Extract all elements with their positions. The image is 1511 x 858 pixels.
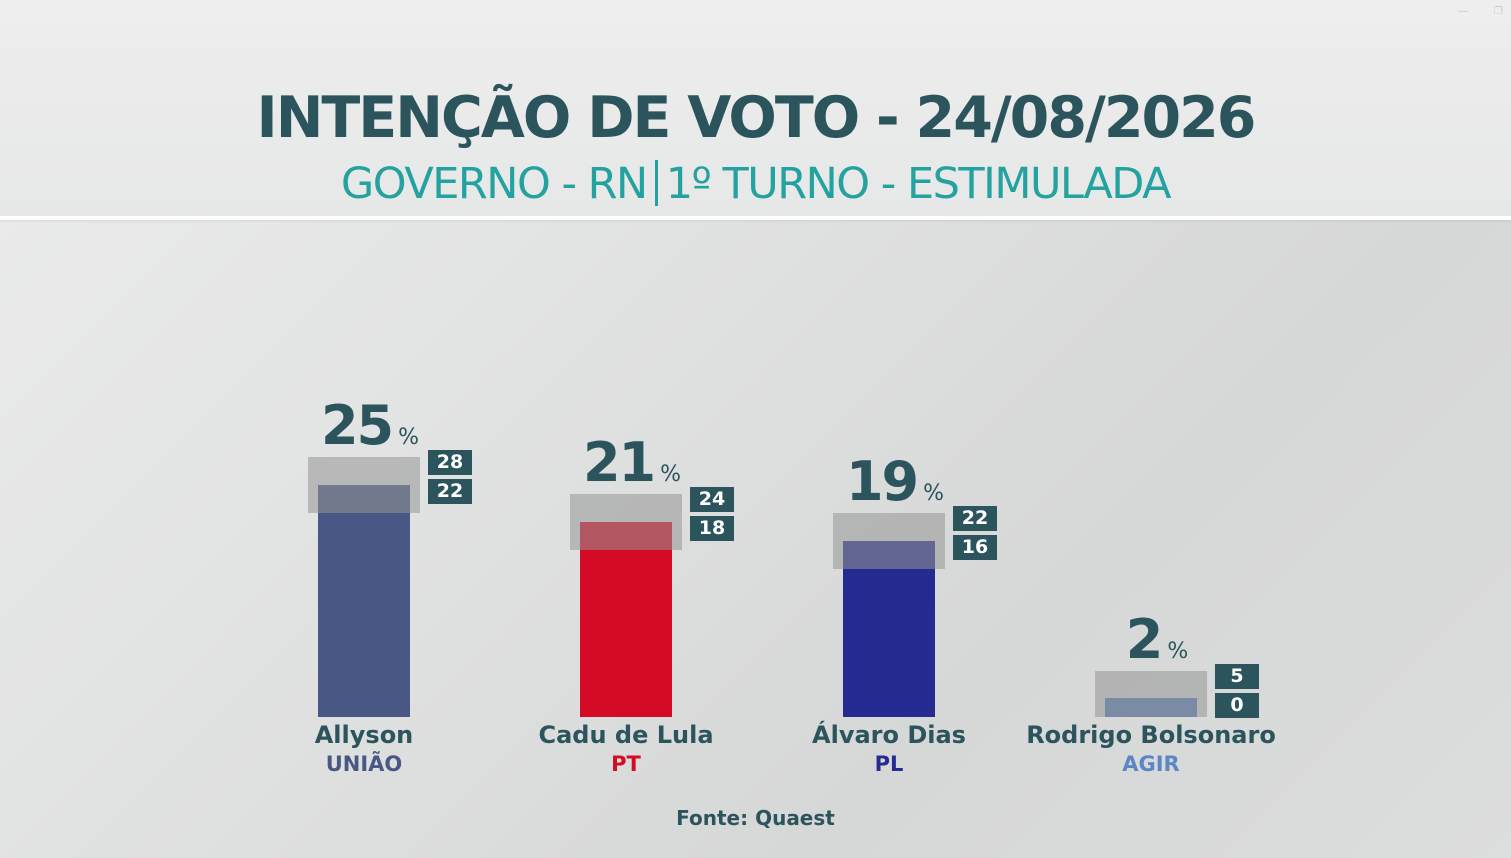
value-label-rodrigo-bolsonaro: 2% <box>1126 612 1189 667</box>
ci-upper-label-cadu-de-lula: 24 <box>690 487 734 513</box>
ci-lower-label-allyson: 22 <box>428 479 472 505</box>
candidate-name-cadu-de-lula: Cadu de Lula <box>538 721 714 749</box>
ci-lower-label-rodrigo-bolsonaro: 0 <box>1215 692 1259 718</box>
bar-alvaro-dias <box>843 540 935 717</box>
ci-upper-label-alvaro-dias: 22 <box>953 505 997 531</box>
candidate-name-allyson: Allyson <box>314 721 414 749</box>
value-number: 21 <box>582 431 656 495</box>
value-label-alvaro-dias: 19% <box>846 454 945 509</box>
subtitle-separator <box>654 160 658 206</box>
party-label-rodrigo-bolsonaro: AGIR <box>1122 752 1180 776</box>
ci-band-allyson <box>308 457 420 513</box>
value-label-allyson: 25% <box>321 399 419 453</box>
bar-cadu-de-lula <box>580 522 672 717</box>
percent-sign: % <box>1167 638 1189 664</box>
restore-icon[interactable]: ❐ <box>1494 6 1503 17</box>
value-number: 25 <box>320 394 394 458</box>
ci-upper-label-rodrigo-bolsonaro: 5 <box>1215 663 1259 689</box>
ci-band-alvaro-dias <box>833 512 945 569</box>
percent-sign: % <box>398 425 420 451</box>
header-divider <box>0 216 1511 220</box>
ci-upper-label-allyson: 28 <box>428 450 472 476</box>
party-label-alvaro-dias: PL <box>874 752 904 776</box>
subtitle-round: 1º TURNO - ESTIMULADA <box>665 159 1172 209</box>
header-band <box>0 0 1511 218</box>
subtitle-region: GOVERNO - RN <box>340 159 648 209</box>
ci-band-rodrigo-bolsonaro <box>1095 670 1207 717</box>
ci-band-cadu-de-lula <box>570 494 682 550</box>
party-label-allyson: UNIÃO <box>325 752 403 776</box>
party-label-cadu-de-lula: PT <box>611 752 641 776</box>
bar-allyson <box>318 485 410 717</box>
source-note: Fonte: Quaest <box>676 806 835 830</box>
chart-subtitle: GOVERNO - RN 1º TURNO - ESTIMULADA <box>0 160 1511 206</box>
chart-title: INTENÇÃO DE VOTO - 24/08/2026 <box>256 85 1257 151</box>
value-label-cadu-de-lula: 21% <box>583 436 681 490</box>
ci-lower-label-alvaro-dias: 16 <box>953 534 997 560</box>
ci-lower-label-cadu-de-lula: 18 <box>690 516 734 542</box>
minimize-icon[interactable]: — <box>1458 6 1468 17</box>
value-number: 19 <box>845 449 919 513</box>
percent-sign: % <box>923 480 945 506</box>
value-number: 2 <box>1125 607 1164 671</box>
candidate-name-alvaro-dias: Álvaro Dias <box>812 721 966 749</box>
percent-sign: % <box>660 462 682 488</box>
candidate-name-rodrigo-bolsonaro: Rodrigo Bolsonaro <box>1026 721 1276 749</box>
